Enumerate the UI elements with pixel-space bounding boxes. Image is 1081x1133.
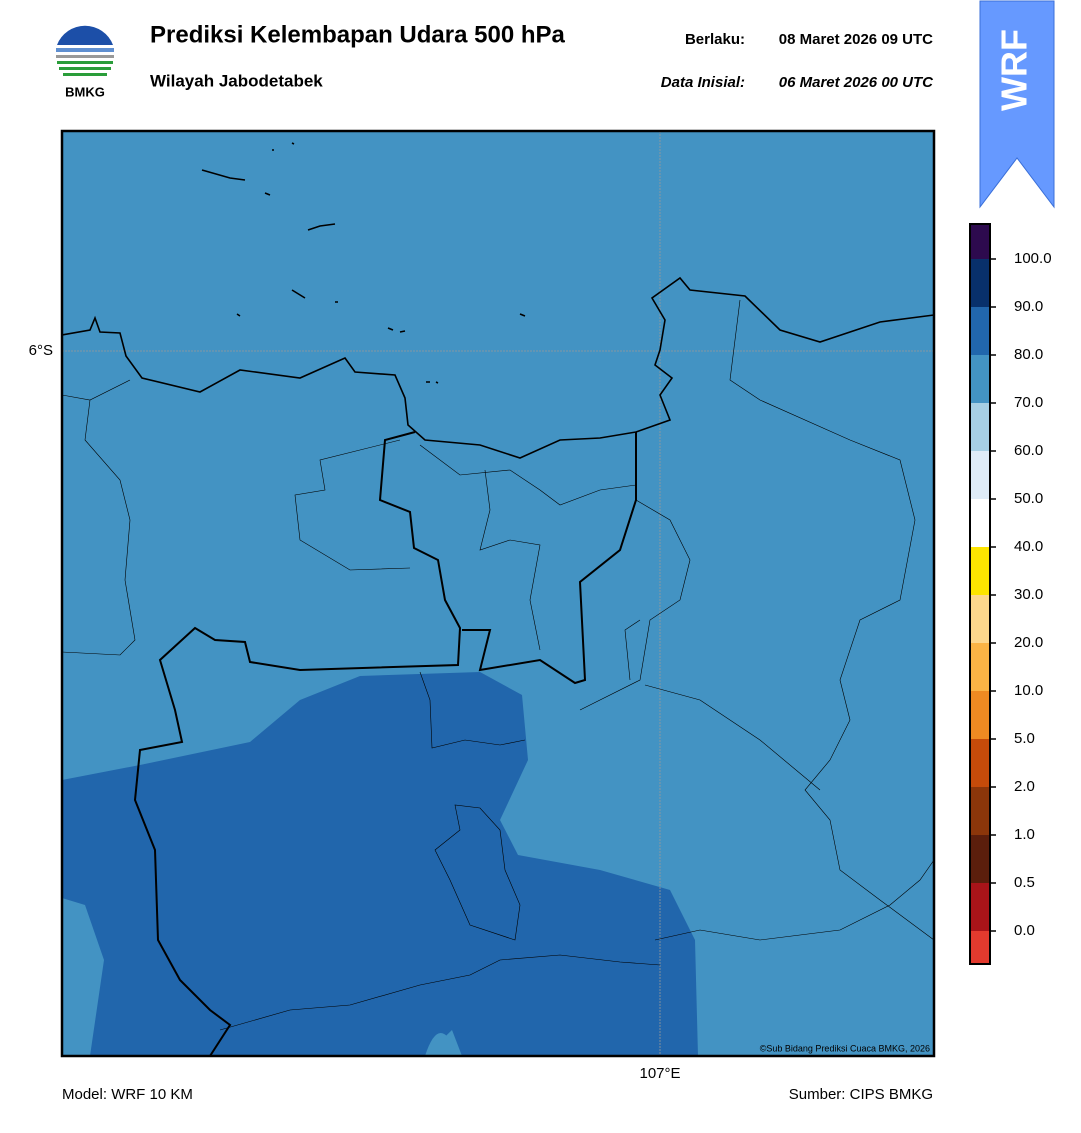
colorbar-bin: [970, 787, 990, 835]
colorbar-bin: [970, 499, 990, 547]
title: Prediksi Kelembapan Udara 500 hPa: [150, 21, 566, 48]
colorbar-tick-label: 80.0: [1014, 346, 1043, 363]
colorbar-tick-label: 0.0: [1014, 922, 1035, 939]
colorbar-tick-label: 10.0: [1014, 682, 1043, 699]
colorbar: 0.0 0.5 1.0 2.0 5.0 10.0 20.0 30.0 40.0 50.0 60.0 7…: [969, 223, 1052, 965]
colorbar-bin: [970, 595, 990, 643]
colorbar-bin: [970, 691, 990, 739]
source-text: Sumber: CIPS BMKG: [789, 1086, 933, 1103]
colorbar-bin: [970, 643, 990, 691]
map-frame: [60, 129, 936, 1058]
colorbar-tick-label: 100.0: [1014, 250, 1052, 267]
colorbar-bin: [970, 451, 990, 499]
colorbar-tick-label: 40.0: [1014, 538, 1043, 555]
colorbar-tick-label: 1.0: [1014, 826, 1035, 843]
colorbar-bin: [970, 224, 990, 259]
colorbar-bin: [970, 835, 990, 883]
subtitle: Wilayah Jabodetabek: [150, 71, 323, 90]
lon-label: 107°E: [639, 1065, 680, 1082]
colorbar-frame: [969, 223, 991, 965]
colorbar-tick-label: 70.0: [1014, 394, 1043, 411]
colorbar-tick-label: 0.5: [1014, 874, 1035, 891]
model-text: Model: WRF 10 KM: [62, 1086, 193, 1103]
wrf-badge: WRF: [979, 0, 1055, 209]
colorbar-bin: [970, 931, 990, 964]
colorbar-tick-label: 50.0: [1014, 490, 1043, 507]
logo-text: BMKG: [65, 84, 105, 99]
colorbar-bin: [970, 355, 990, 403]
copyright: ©Sub Bidang Prediksi Cuaca BMKG, 2026: [760, 1043, 930, 1053]
colorbar-bin: [970, 259, 990, 307]
colorbar-bin: [970, 307, 990, 355]
init-time: 06 Maret 2026 00 UTC: [779, 74, 934, 91]
colorbar-tick-label: 30.0: [1014, 586, 1043, 603]
valid-label: Berlaku:: [685, 31, 745, 48]
init-label: Data Inisial:: [661, 74, 745, 91]
colorbar-bin: [970, 547, 990, 595]
badge-text: WRF: [994, 29, 1035, 111]
colorbar-bin: [970, 883, 990, 931]
colorbar-bin: [970, 739, 990, 787]
colorbar-tick-label: 5.0: [1014, 730, 1035, 747]
colorbar-bin: [970, 403, 990, 451]
valid-time: 08 Maret 2026 09 UTC: [779, 31, 933, 48]
lat-label: 6°S: [29, 342, 53, 359]
colorbar-tick-label: 2.0: [1014, 778, 1035, 795]
logo: BMKG: [55, 25, 115, 99]
map: ©Sub Bidang Prediksi Cuaca BMKG, 2026: [62, 131, 934, 1056]
colorbar-tick-label: 90.0: [1014, 298, 1043, 315]
colorbar-tick-label: 20.0: [1014, 634, 1043, 651]
colorbar-tick-label: 60.0: [1014, 442, 1043, 459]
